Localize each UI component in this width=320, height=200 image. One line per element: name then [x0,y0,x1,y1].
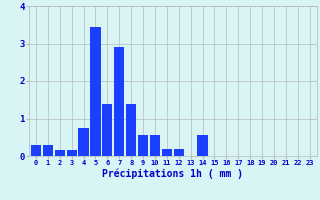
X-axis label: Précipitations 1h ( mm ): Précipitations 1h ( mm ) [102,169,243,179]
Bar [174,148,184,156]
Bar [102,104,112,156]
Bar [150,135,160,156]
Bar [162,148,172,156]
Bar [197,135,208,156]
Bar [126,104,136,156]
Bar [114,47,124,156]
Bar [78,128,89,156]
Bar [55,150,65,156]
Bar [90,27,100,156]
Bar [43,145,53,156]
Bar [138,135,148,156]
Bar [31,145,41,156]
Bar [67,150,77,156]
